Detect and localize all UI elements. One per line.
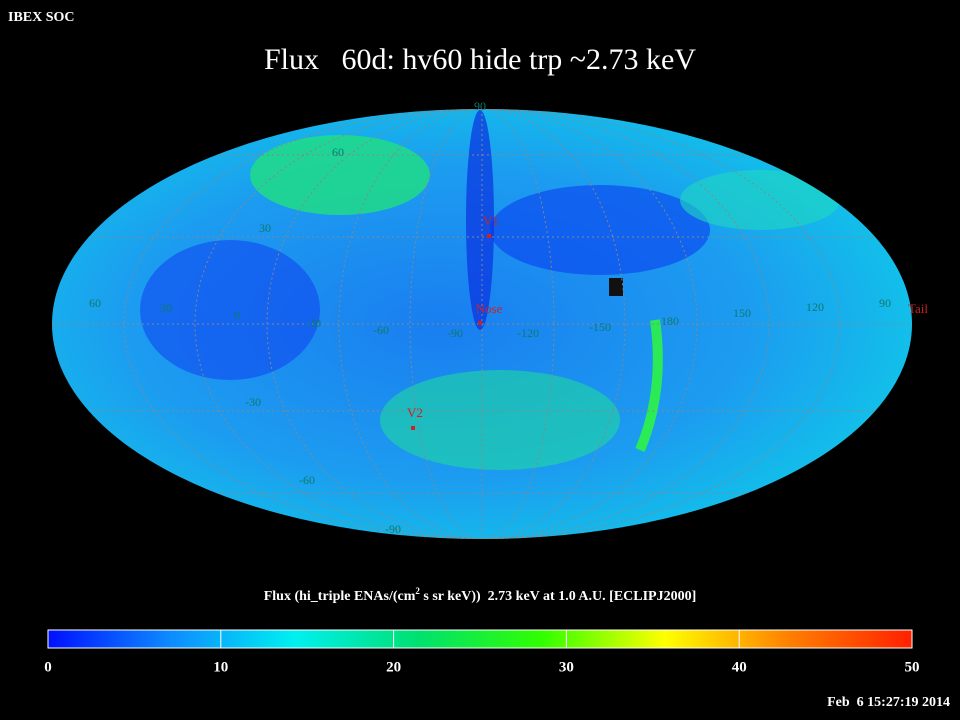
marker-dot bbox=[478, 321, 482, 325]
colorbar-ticks: 0 10 20 30 40 50 bbox=[44, 630, 920, 675]
grid-label: -60 bbox=[299, 473, 315, 487]
label-sup: 2 bbox=[415, 586, 420, 596]
colorbar-tick-label: 30 bbox=[559, 659, 574, 675]
marker-dot bbox=[487, 234, 491, 238]
marker-label: Tail bbox=[908, 301, 928, 316]
colorbar bbox=[47, 629, 913, 649]
label-part: s sr keV)) 2.73 keV at 1.0 A.U. [ECLIPJ2… bbox=[420, 589, 696, 604]
grid-label: 60 bbox=[89, 296, 101, 310]
grid-label: -30 bbox=[245, 395, 261, 409]
grid-label: 90 bbox=[474, 99, 486, 113]
colorbar-tick-label: 10 bbox=[213, 659, 228, 675]
colorbar-tick-label: 40 bbox=[732, 659, 747, 675]
grid-label: -90 bbox=[447, 326, 463, 340]
marker-dot bbox=[411, 426, 415, 430]
title: Flux 60d: hv60 hide trp ~2.73 keV bbox=[264, 43, 696, 76]
timestamp: Feb 6 15:27:19 2014 bbox=[827, 695, 950, 710]
label-part: Flux (hi_triple ENAs/(cm bbox=[264, 589, 416, 604]
org-label: IBEX SOC bbox=[8, 10, 75, 25]
colorbar-tick-label: 0 bbox=[44, 659, 52, 675]
grid-label: 120 bbox=[806, 300, 824, 314]
colorbar-tick-label: 20 bbox=[386, 659, 401, 675]
grid-label: -90 bbox=[385, 522, 401, 536]
colorbar-tick-label: 50 bbox=[905, 659, 920, 675]
colorbar-label: Flux (hi_triple ENAs/(cm2 s sr keV)) 2.7… bbox=[264, 586, 697, 604]
grid-label: -150 bbox=[589, 320, 611, 334]
grid-label: 150 bbox=[733, 306, 751, 320]
grid-label: -30 bbox=[305, 316, 321, 330]
grid-label: -120 bbox=[517, 326, 539, 340]
marker-label: Nose bbox=[476, 301, 503, 316]
grid-label: 60 bbox=[332, 145, 344, 159]
marker-label: V2 bbox=[407, 405, 423, 420]
grid-label: 90 bbox=[879, 296, 891, 310]
grid-label: -60 bbox=[373, 323, 389, 337]
grid-label: 30 bbox=[160, 301, 172, 315]
grid-label: 30 bbox=[259, 221, 271, 235]
marker-label: V1 bbox=[483, 213, 499, 228]
map-labels: 90 60 30 60 30 0 -30 -60 -90 -120 -150 180 150 120 90 -… bbox=[89, 99, 928, 536]
grid-label: 180 bbox=[661, 314, 679, 328]
grid-label: 0 bbox=[234, 308, 240, 322]
